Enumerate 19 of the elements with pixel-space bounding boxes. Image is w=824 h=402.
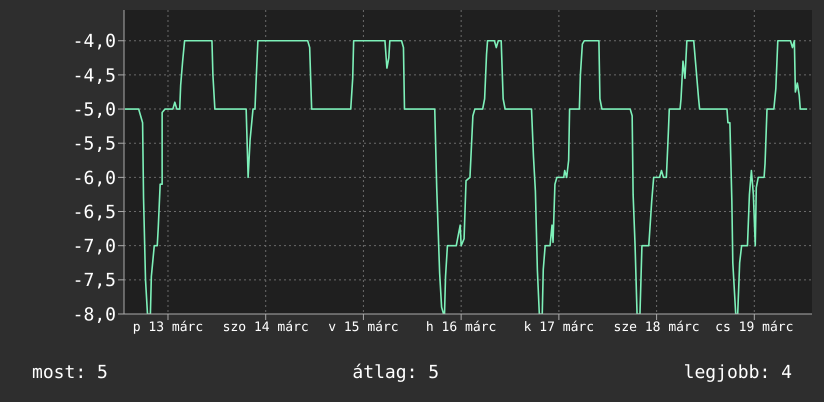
x-tick-label: p 13 márc <box>132 320 204 336</box>
y-tick-label: -7,5 <box>72 270 116 292</box>
y-tick-label: -5,5 <box>72 134 116 155</box>
y-tick-label: -7,0 <box>72 236 116 258</box>
x-tick-label: k 17 márc <box>524 320 594 336</box>
y-tick-label: -6,5 <box>72 202 116 223</box>
y-tick-label: -4,0 <box>72 31 116 52</box>
y-tick-label: -8,0 <box>72 304 116 326</box>
x-tick-label: v 15 márc <box>328 320 399 336</box>
text: legjobb: 4 <box>684 362 792 383</box>
x-tick-label: sze 18 márc <box>614 320 700 336</box>
y-tick-label: -6,0 <box>72 168 116 189</box>
y-tick-label: -5,0 <box>72 99 116 120</box>
text: most: 5 <box>32 362 108 383</box>
x-tick-label: szo 14 márc <box>222 320 309 336</box>
y-tick-label: -4,5 <box>72 65 116 86</box>
x-tick-label: cs 19 márc <box>715 320 794 336</box>
text: átlag: 5 <box>352 362 440 383</box>
x-tick-label: h 16 márc <box>426 320 496 336</box>
